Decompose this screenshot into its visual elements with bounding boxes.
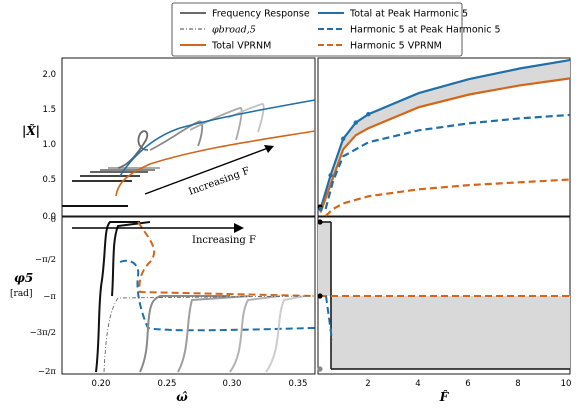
y-label-phase: φ5 (14, 271, 33, 285)
series-harmonic5-peak-top-right (324, 113, 571, 210)
phase-freq-gray-3 (229, 295, 281, 373)
panel-bottom-left: Increasing F 0 −π/2 −π −3π/2 −2π φ5 [rad… (10, 215, 316, 404)
legend-label-total-vprnm: Total VPRNM (211, 41, 271, 52)
x-tick-f8: 8 (515, 379, 520, 389)
increasing-f-annotation-top: Increasing F (187, 166, 251, 198)
y-tick-0: 0.0 (42, 212, 56, 222)
total-peak-marker (341, 136, 346, 141)
panel-top-left-frame (61, 57, 316, 217)
phase-freq-gray-1 (139, 295, 230, 373)
x-label-f: F̂ (439, 389, 450, 404)
phase-curve-black-2 (111, 221, 151, 297)
legend-label-harmonic5-peak: Harmonic 5 at Peak Harmonic 5 (350, 25, 501, 36)
x-tick-f10: 10 (561, 379, 572, 389)
y-label-phase-unit: [rad] (10, 289, 32, 299)
total-peak-marker (328, 173, 333, 178)
x-tick-f6: 6 (465, 379, 470, 389)
y-ticks-top: 0.0 0.5 1.0 1.5 2.0 (42, 70, 56, 222)
legend-label-phi-broad: φbroad,5 (212, 25, 256, 36)
total-vprnm-curve-top-left (115, 130, 316, 197)
x-label-omega: ω̂ (176, 390, 188, 404)
y-tick-phase-half-pi: −π/2 (35, 255, 56, 265)
phi-broad-curve (103, 295, 316, 373)
y-tick-20: 2.0 (42, 70, 56, 80)
series-total-vprnm-top-right (319, 77, 571, 213)
legend-label-total-peak: Total at Peak Harmonic 5 (349, 9, 468, 20)
point-phase-top (317, 219, 323, 225)
y-tick-10: 1.0 (42, 140, 56, 150)
y-tick-phase-pi: −π (43, 292, 56, 302)
total-peak-marker (353, 120, 358, 125)
y-tick-phase-2pi: −2π (38, 367, 57, 377)
legend: Frequency Response φbroad,5 Total VPRNM … (171, 2, 501, 57)
phase-freq-gray-2 (177, 295, 251, 373)
y-label-magnitude: |X̃| (22, 123, 40, 138)
series-harmonic5-vprnm-top-right (324, 178, 571, 217)
freq-response-2 (149, 120, 204, 151)
x-tick-030: 0.30 (223, 379, 242, 389)
shaded-region-bottom (318, 222, 570, 369)
panel-bottom-right: 2 4 6 8 10 F̂ (317, 216, 572, 404)
increasing-arrow-shaft (144, 147, 269, 195)
total-peak-curve-top-left (119, 99, 316, 177)
phase-harmonic5-vprnm (137, 221, 316, 297)
freq-response-4 (227, 103, 265, 133)
increasing-arrow-head-bottom (234, 223, 244, 233)
legend-box (171, 2, 463, 57)
point-phase-bottom (317, 366, 323, 372)
total-peak-marker (366, 111, 371, 117)
shaded-region-top (320, 60, 570, 213)
panel-top-right-frame (317, 57, 571, 217)
x-tick-f4: 4 (415, 379, 420, 389)
phase-harmonic5-peak-right (325, 295, 333, 341)
legend-label-harmonic5-vprnm: Harmonic 5 VPRNM (350, 41, 442, 52)
y-tick-15: 1.5 (42, 105, 56, 115)
phase-harmonic5-peak (119, 259, 316, 332)
x-tick-025: 0.25 (158, 379, 177, 389)
increasing-arrow-head (264, 145, 274, 153)
increasing-f-annotation-bottom: Increasing F (192, 235, 256, 246)
x-tick-020: 0.20 (92, 379, 111, 389)
y-tick-phase-3half-pi: −3π/2 (30, 328, 56, 338)
phase-freq-gray-4 (265, 295, 306, 373)
point-phase-mid (317, 293, 323, 299)
phase-curve-black-1 (95, 221, 140, 373)
y-tick-05: 0.5 (42, 175, 56, 185)
total-peak-marker (318, 206, 323, 212)
panel-top-right (317, 57, 571, 217)
legend-label-frequency-response: Frequency Response (212, 9, 310, 20)
x-tick-035: 0.35 (289, 379, 308, 389)
y-tick-phase-0: 0 (51, 215, 56, 225)
panel-top-left: Increasing F 0.0 0.5 1.0 1.5 2.0 |X̃| (22, 57, 316, 222)
x-tick-f2: 2 (365, 379, 370, 389)
